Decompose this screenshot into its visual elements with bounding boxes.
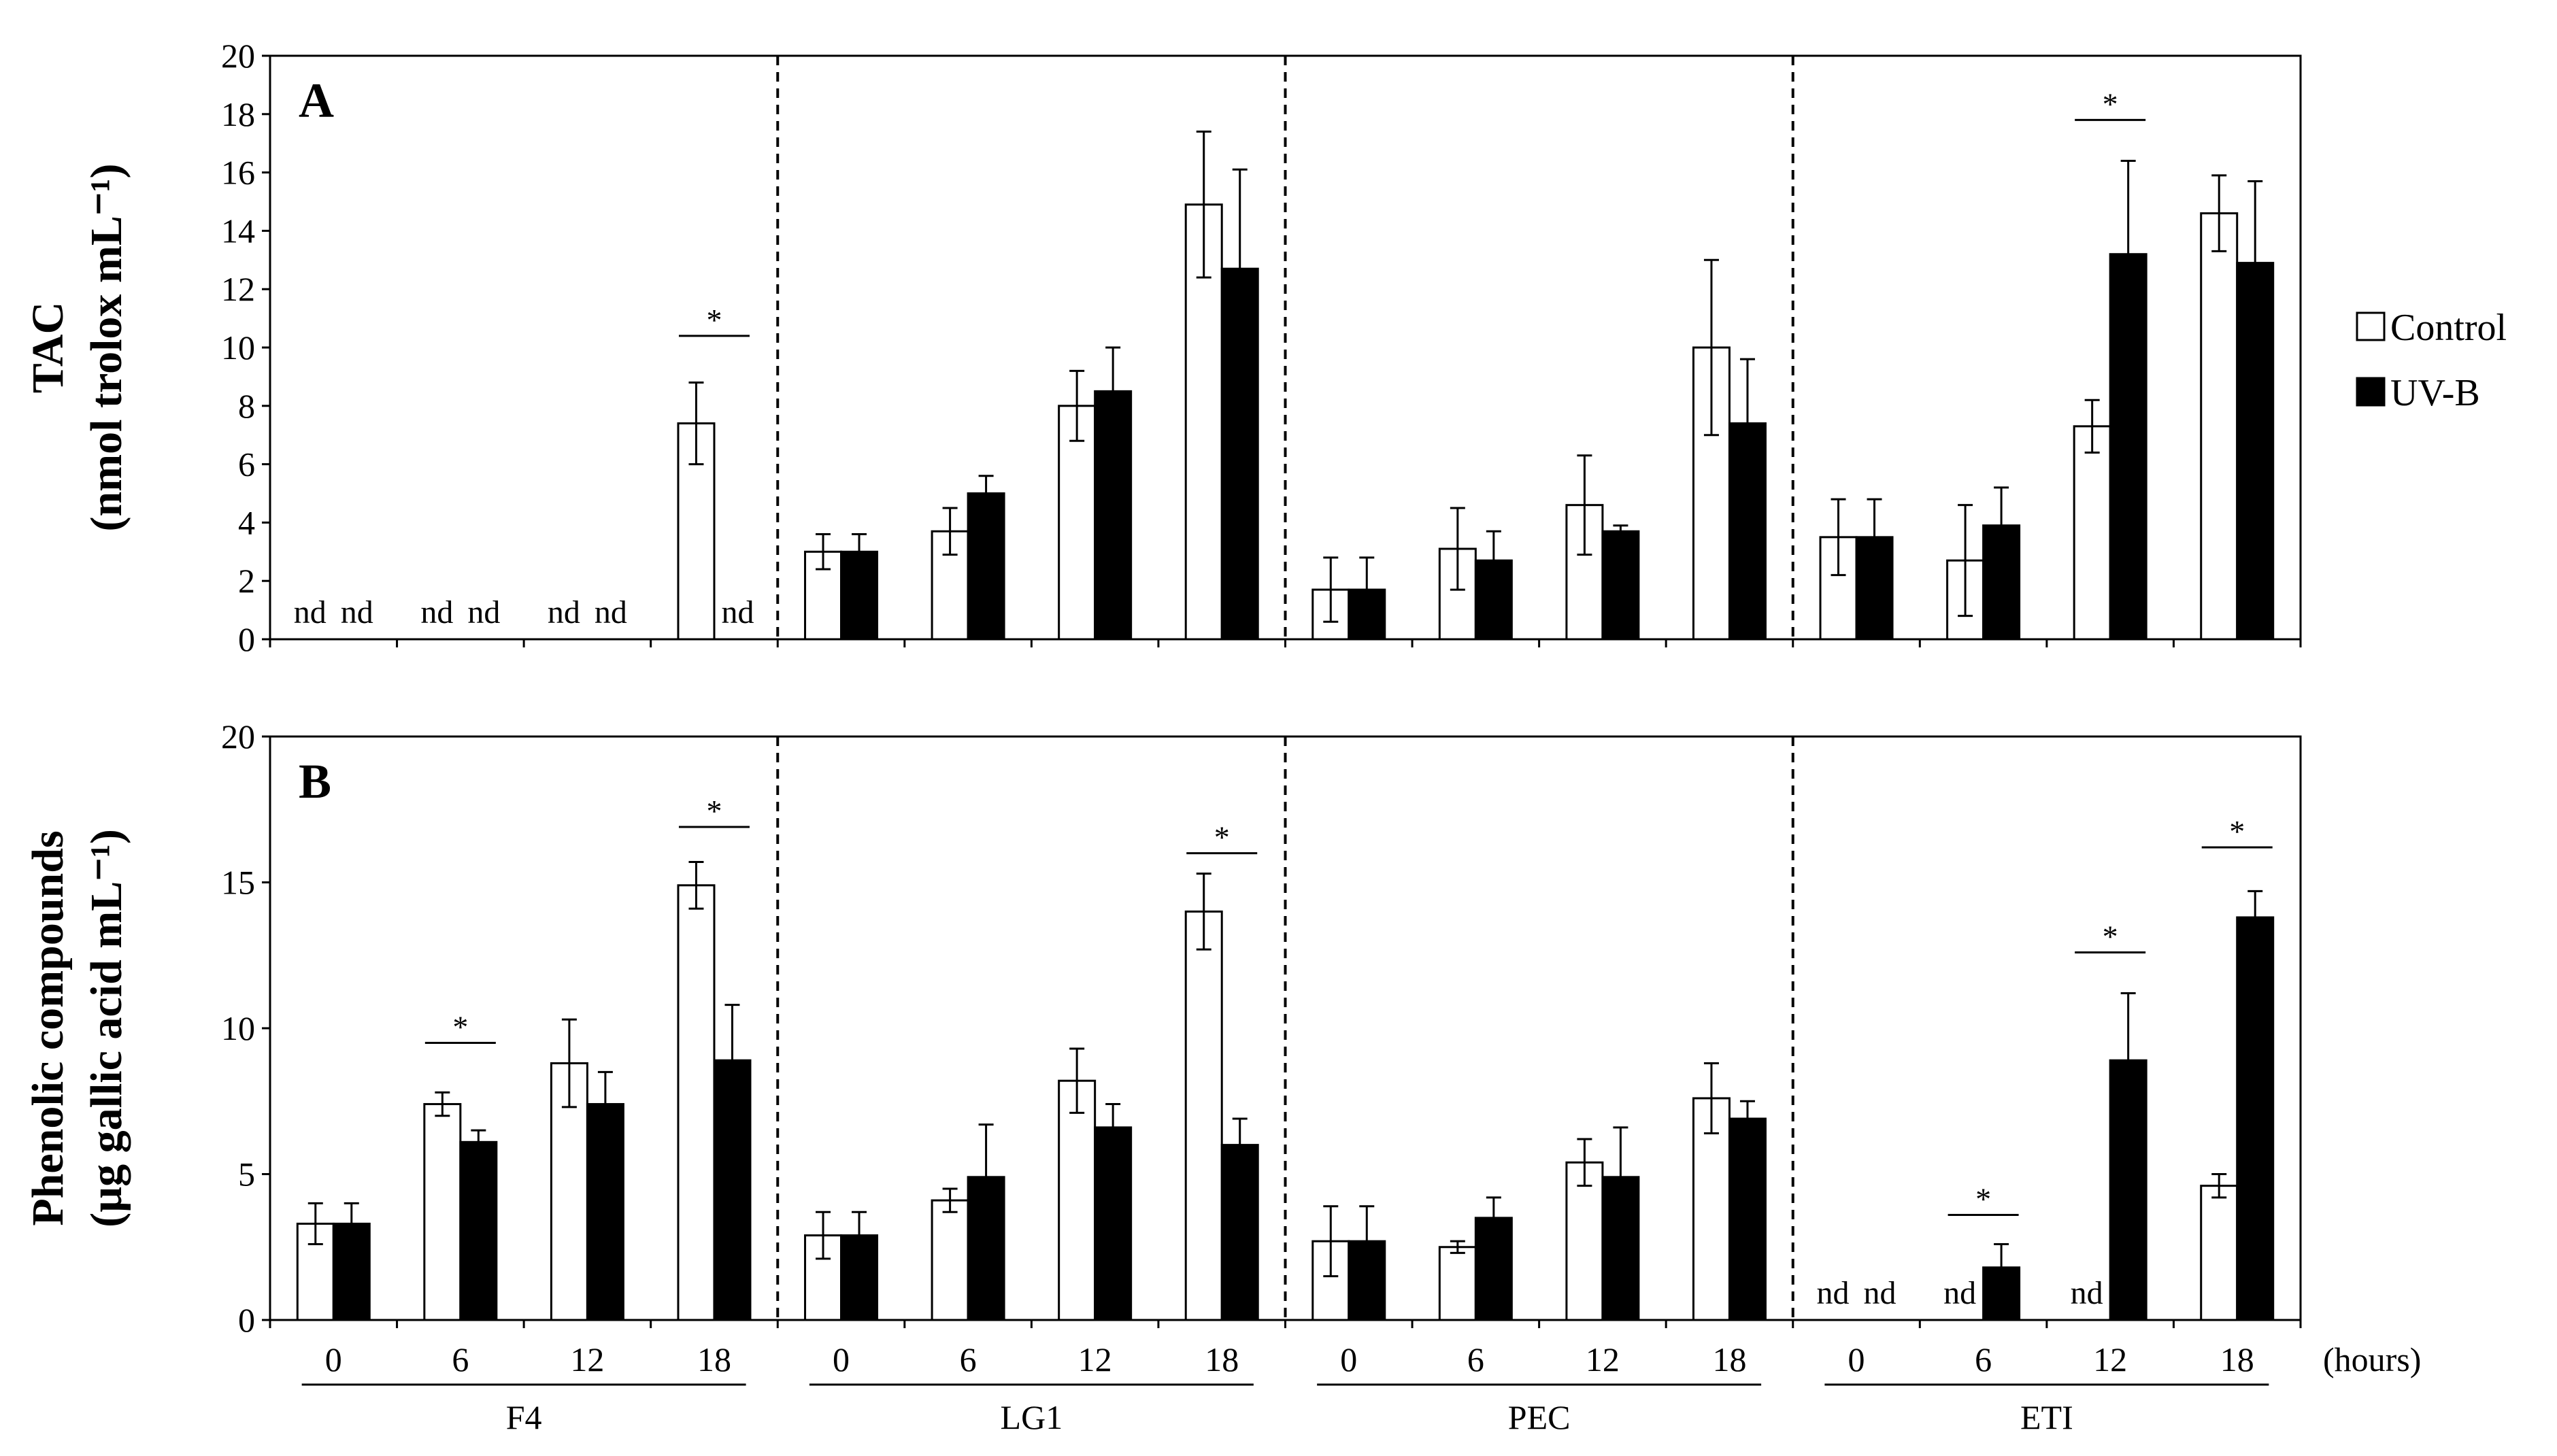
x-tick-label: 12 bbox=[2093, 1340, 2127, 1378]
x-tick-label: 12 bbox=[570, 1340, 604, 1378]
y-tick-label: 20 bbox=[221, 717, 255, 756]
bar-b-control-15 bbox=[2200, 1185, 2239, 1321]
y-tick-label: 14 bbox=[221, 211, 255, 250]
bar-a-control-14 bbox=[2073, 425, 2111, 641]
nd-label: nd bbox=[1817, 1275, 1850, 1311]
x-tick-label: 18 bbox=[2220, 1340, 2254, 1378]
significance-star: * bbox=[452, 1009, 468, 1044]
x-tick-label: 18 bbox=[1205, 1340, 1239, 1378]
panel-a-chart: 0 2 4 6 8 10 12 14 16 18 20 TAC (nmol trolox mL⁻¹) An… bbox=[23, 37, 2302, 658]
bar-b-control-1 bbox=[423, 1103, 462, 1321]
legend-label-uvb: UV-B bbox=[2390, 372, 2480, 414]
bar-a-uvb-10 bbox=[1601, 530, 1640, 641]
panel-b-chart: 0 5 10 15 20 Phenolic compounds (µg gallic aci… bbox=[23, 717, 2302, 1339]
legend-swatch-uvb bbox=[2356, 377, 2386, 407]
group-label: ETI bbox=[2020, 1398, 2073, 1436]
bar-b-uvb-7 bbox=[1220, 1144, 1259, 1321]
significance-star: * bbox=[2103, 919, 2118, 953]
x-tick-label: 0 bbox=[1340, 1340, 1357, 1378]
x-tick-label: 0 bbox=[833, 1340, 850, 1378]
bar-b-uvb-6 bbox=[1094, 1126, 1133, 1321]
bar-a-control-15 bbox=[2200, 212, 2239, 641]
x-tick-label: 6 bbox=[452, 1340, 469, 1378]
y-tick-label: 12 bbox=[221, 270, 255, 308]
panel-label: A bbox=[299, 73, 334, 128]
legend-label-control: Control bbox=[2390, 307, 2507, 349]
nd-label: nd bbox=[1864, 1275, 1896, 1311]
significance-star: * bbox=[2103, 86, 2118, 121]
nd-label: nd bbox=[721, 594, 754, 630]
significance-star: * bbox=[2229, 814, 2245, 849]
y-tick-label: 6 bbox=[238, 445, 255, 484]
x-tick-label: 0 bbox=[325, 1340, 342, 1378]
y-axis-unit: (nmol trolox mL⁻¹) bbox=[82, 163, 131, 531]
bar-b-control-10 bbox=[1565, 1161, 1604, 1321]
x-tick-label: 18 bbox=[697, 1340, 731, 1378]
y-tick-label: 20 bbox=[221, 37, 255, 75]
panel-label: B bbox=[299, 754, 331, 809]
y-axis-title: Phenolic compounds bbox=[23, 830, 73, 1225]
nd-label: nd bbox=[1943, 1275, 1976, 1311]
significance-star: * bbox=[1975, 1182, 1991, 1217]
bar-b-uvb-0 bbox=[332, 1222, 371, 1321]
y-axis-unit: (µg gallic acid mL⁻¹) bbox=[82, 829, 131, 1228]
bar-b-uvb-15 bbox=[2236, 916, 2275, 1321]
legend: Control UV-B bbox=[2356, 307, 2507, 414]
significance-star: * bbox=[706, 303, 722, 337]
legend-swatch-control bbox=[2356, 311, 2386, 341]
bar-b-uvb-1 bbox=[459, 1140, 498, 1321]
y-tick-label: 5 bbox=[238, 1155, 255, 1193]
nd-label: nd bbox=[467, 594, 500, 630]
nd-label: nd bbox=[341, 594, 373, 630]
nd-label: nd bbox=[595, 594, 627, 630]
bar-b-uvb-2 bbox=[586, 1103, 624, 1321]
bar-b-control-3 bbox=[677, 884, 716, 1321]
y-tick-label: 2 bbox=[238, 562, 255, 600]
y-tick-label: 16 bbox=[221, 154, 255, 192]
bar-b-control-9 bbox=[1438, 1246, 1477, 1321]
bar-b-control-7 bbox=[1184, 910, 1223, 1321]
y-tick-label: 18 bbox=[221, 95, 255, 133]
x-tick-label: 18 bbox=[1712, 1340, 1746, 1378]
x-tick-label: 12 bbox=[1586, 1340, 1620, 1378]
nd-label: nd bbox=[548, 594, 580, 630]
x-axis-labels: 0 6 12 18 F4 0 6 12 18 LG1 0 6 12 18 PEC 0 6 12 18 ETI (hour… bbox=[301, 1340, 2421, 1436]
significance-star: * bbox=[1214, 820, 1230, 855]
x-tick-label: 6 bbox=[1975, 1340, 1992, 1378]
bar-b-uvb-11 bbox=[1728, 1117, 1767, 1321]
bar-a-control-6 bbox=[1058, 405, 1097, 641]
nd-label: nd bbox=[294, 594, 327, 630]
y-tick-label: 10 bbox=[221, 1009, 255, 1047]
nd-label: nd bbox=[2071, 1275, 2103, 1311]
group-label: LG1 bbox=[1001, 1398, 1063, 1436]
group-label: F4 bbox=[506, 1398, 542, 1436]
x-unit-label: (hours) bbox=[2323, 1340, 2421, 1378]
bar-a-uvb-5 bbox=[967, 492, 1005, 641]
bar-b-control-5 bbox=[931, 1199, 969, 1321]
y-tick-label: 10 bbox=[221, 328, 255, 367]
y-tick-label: 0 bbox=[238, 1301, 255, 1339]
nd-label: nd bbox=[420, 594, 453, 630]
bar-b-control-11 bbox=[1692, 1097, 1731, 1321]
y-axis-title: TAC bbox=[23, 302, 73, 393]
y-tick-label: 4 bbox=[238, 503, 255, 541]
y-tick-label: 8 bbox=[238, 387, 255, 425]
y-tick-label: 0 bbox=[238, 620, 255, 658]
group-label: PEC bbox=[1508, 1398, 1571, 1436]
bar-b-control-6 bbox=[1058, 1079, 1097, 1321]
x-tick-label: 6 bbox=[960, 1340, 977, 1378]
x-tick-label: 0 bbox=[1848, 1340, 1865, 1378]
x-tick-label: 6 bbox=[1467, 1340, 1484, 1378]
y-tick-label: 15 bbox=[221, 864, 255, 902]
x-tick-label: 12 bbox=[1078, 1340, 1112, 1378]
significance-star: * bbox=[706, 794, 722, 828]
